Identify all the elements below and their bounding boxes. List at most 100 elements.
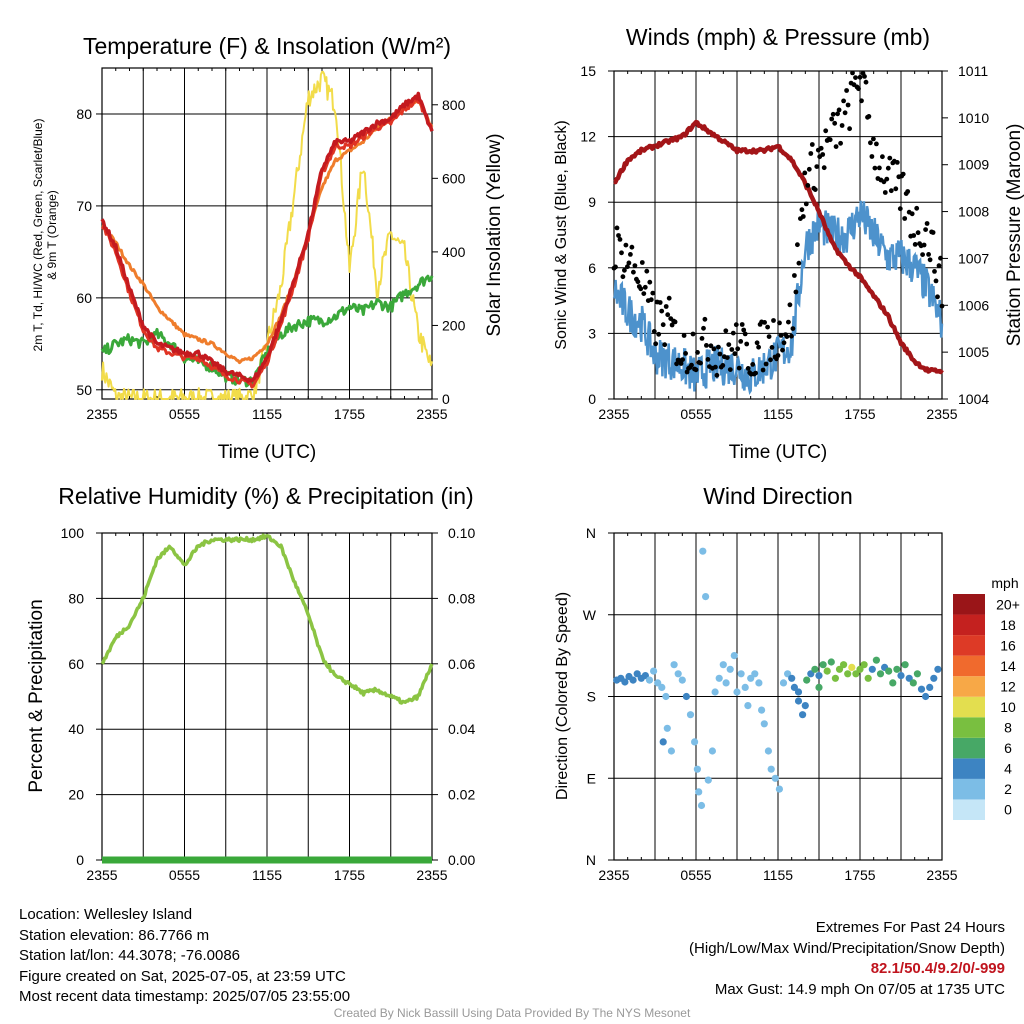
gust-point [683, 351, 688, 356]
gust-point [620, 274, 626, 280]
gust-point [926, 252, 931, 257]
wdir-ytick-left-label: W [583, 607, 597, 623]
gust-point [628, 252, 633, 257]
rh-ytick-right-label: 0.10 [448, 525, 475, 541]
gust-point [619, 250, 624, 256]
direction-point [926, 683, 934, 692]
gust-point [669, 322, 675, 328]
gust-point [912, 242, 918, 247]
winds-ytick-left-label: 0 [588, 391, 596, 407]
gust-point [820, 152, 826, 157]
temp-ytick-right-label: 200 [442, 317, 466, 333]
gust-point [648, 297, 654, 303]
gust-point [806, 166, 812, 172]
gust-point [713, 364, 718, 370]
direction-point [695, 788, 703, 796]
temp-ytick-right-label: 600 [442, 170, 466, 186]
gust-point [863, 79, 869, 85]
winds-xtick-label: 1755 [844, 406, 875, 422]
gust-point [657, 300, 663, 305]
direction-point [659, 738, 667, 746]
direction-point [779, 679, 788, 687]
direction-point [872, 656, 881, 664]
extremes-title: Extremes For Past 24 Hours [815, 919, 1005, 936]
direction-point [815, 683, 823, 692]
temp-xtick-label: 2355 [416, 406, 447, 422]
winds-ytick-right-label: 1005 [958, 344, 989, 360]
winds-xlabel: Time (UTC) [729, 442, 828, 463]
wdir-ylabel-left: Direction (Colored By Speed) [554, 592, 571, 800]
gust-point [939, 303, 945, 309]
colorbar-swatch [953, 676, 985, 697]
gust-point [874, 141, 879, 147]
direction-point [934, 665, 942, 673]
gust-point [644, 268, 650, 274]
gust-point [809, 142, 815, 147]
gust-point [702, 316, 708, 322]
gust-point [653, 341, 659, 347]
wdir-ytick-left-label: E [587, 770, 596, 786]
temperature-panel: Temperature (F) & Insolation (W/m²) 2m T… [31, 33, 505, 463]
gust-point [905, 189, 911, 194]
rh-xtick-label: 2355 [86, 867, 117, 883]
location-text: Location: Wellesley Island [19, 906, 193, 923]
direction-point [885, 667, 893, 675]
gust-point [877, 165, 882, 171]
gust-point [622, 267, 627, 273]
winds-ytick-right-label: 1009 [958, 157, 989, 173]
direction-point [868, 665, 876, 673]
temp-ytick-right-label: 0 [442, 391, 450, 407]
temp-ylabel-right: Solar Insolation (Yellow) [484, 133, 505, 336]
winds-ytick-left-label: 9 [588, 194, 596, 210]
direction-point [905, 674, 913, 682]
gust-point [730, 330, 736, 336]
gust-point [887, 155, 893, 161]
temp-ytick-left-label: 80 [76, 106, 92, 122]
gust-point [844, 88, 849, 93]
gust-point [823, 128, 829, 134]
gust-point [626, 260, 632, 266]
gust-point [642, 284, 648, 290]
direction-point [930, 674, 938, 682]
winds-xtick-label: 1155 [763, 406, 793, 422]
gust-point [629, 244, 635, 250]
gust-point [884, 176, 890, 182]
direction-point [708, 747, 717, 755]
direction-point [697, 801, 706, 810]
gust-point [781, 340, 787, 346]
gust-point [933, 278, 939, 284]
gust-point [845, 102, 851, 108]
gust-point [631, 269, 636, 275]
colorbar-label: 10 [1000, 699, 1016, 715]
gust-point [750, 362, 756, 367]
colorbar-label: 4 [1004, 761, 1012, 777]
direction-point [909, 679, 917, 687]
gust-point [924, 221, 930, 226]
gust-point [789, 333, 794, 339]
direction-point [758, 706, 766, 714]
direction-point [811, 665, 819, 673]
gust-point [938, 255, 943, 261]
gust-point [862, 74, 867, 79]
temp-xtick-label: 0555 [169, 406, 200, 422]
gust-point [866, 114, 872, 119]
direction-point [860, 661, 868, 669]
rh-ytick-right-label: 0.04 [448, 721, 475, 737]
gust-point [792, 273, 797, 278]
direction-point [819, 661, 827, 669]
direction-point [730, 652, 738, 660]
gust-point [693, 367, 699, 373]
temp-xlabel: Time (UTC) [218, 442, 317, 463]
temp-ytick-left-label: 50 [76, 382, 92, 398]
direction-point [744, 702, 752, 710]
extremes-subtitle: (High/Low/Max Wind/Precipitation/Snow De… [689, 939, 1005, 957]
direction-point [835, 665, 844, 673]
direction-point [764, 747, 773, 755]
gust-point [632, 263, 638, 268]
gust-point [678, 361, 684, 366]
direction-point [663, 724, 671, 732]
gust-point [714, 372, 720, 378]
gust-point [795, 242, 800, 248]
gust-point [915, 230, 921, 236]
wdir-ytick-left-label: S [587, 689, 596, 705]
